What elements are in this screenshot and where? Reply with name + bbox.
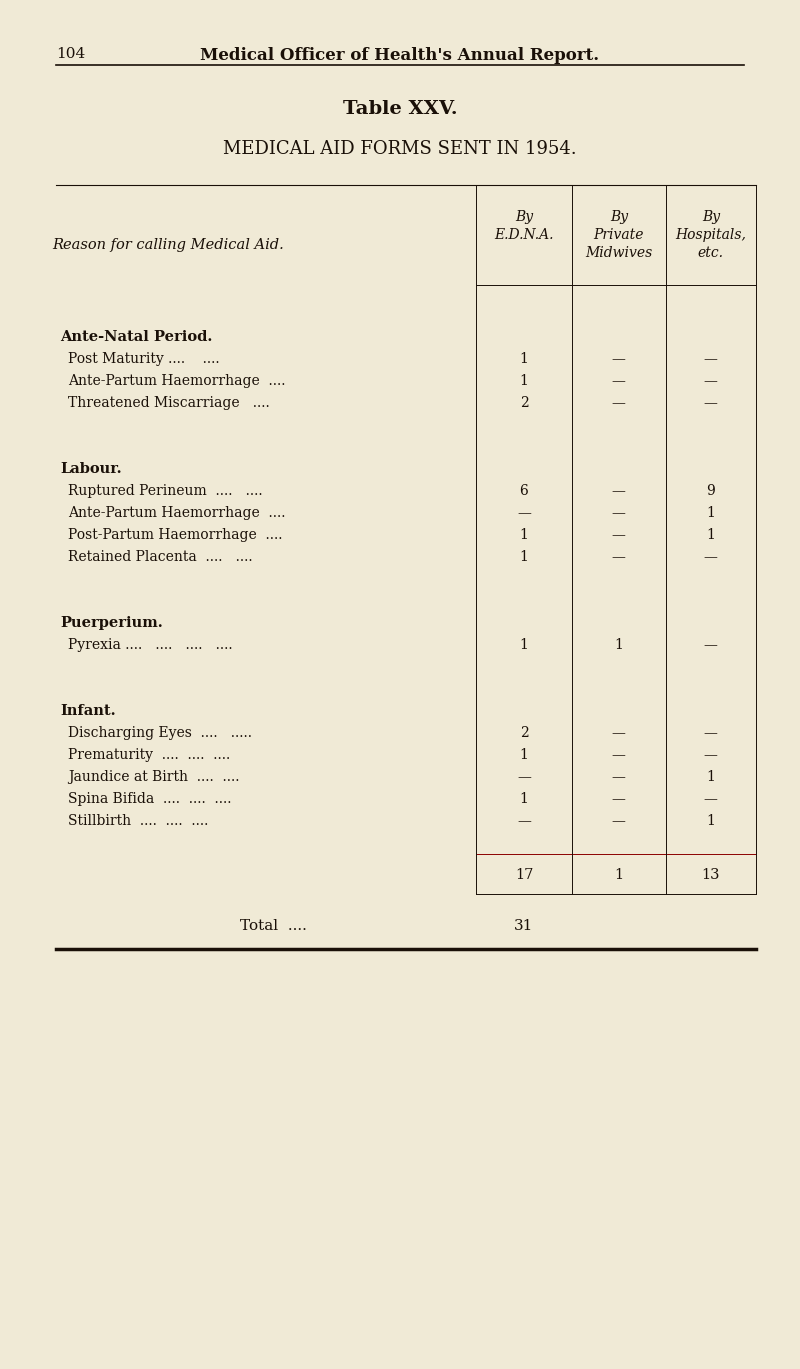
- Text: 1: 1: [519, 793, 529, 806]
- Text: —: —: [517, 507, 531, 520]
- Text: Discharging Eyes  ....   .....: Discharging Eyes .... .....: [68, 726, 252, 741]
- Text: —: —: [704, 374, 718, 387]
- Text: 2: 2: [520, 726, 528, 741]
- Text: 1: 1: [519, 638, 529, 652]
- Text: MEDICAL AID FORMS SENT IN 1954.: MEDICAL AID FORMS SENT IN 1954.: [223, 140, 577, 157]
- Text: —: —: [612, 352, 626, 366]
- Text: Hospitals,: Hospitals,: [675, 229, 746, 242]
- Text: Pyrexia ....   ....   ....   ....: Pyrexia .... .... .... ....: [68, 638, 233, 652]
- Text: Ruptured Perineum  ....   ....: Ruptured Perineum .... ....: [68, 485, 262, 498]
- Text: Ante-Natal Period.: Ante-Natal Period.: [60, 330, 212, 344]
- Text: 1: 1: [706, 769, 715, 784]
- Text: —: —: [704, 747, 718, 763]
- Text: —: —: [517, 815, 531, 828]
- Text: 1: 1: [614, 868, 623, 882]
- Text: Jaundice at Birth  ....  ....: Jaundice at Birth .... ....: [68, 769, 239, 784]
- Text: E.D.N.A.: E.D.N.A.: [494, 229, 554, 242]
- Text: —: —: [612, 396, 626, 409]
- Text: —: —: [612, 485, 626, 498]
- Text: 17: 17: [515, 868, 533, 882]
- Text: —: —: [612, 528, 626, 542]
- Text: Spina Bifida  ....  ....  ....: Spina Bifida .... .... ....: [68, 793, 231, 806]
- Text: Table XXV.: Table XXV.: [342, 100, 458, 118]
- Text: —: —: [704, 396, 718, 409]
- Text: Post-Partum Haemorrhage  ....: Post-Partum Haemorrhage ....: [68, 528, 282, 542]
- Text: —: —: [704, 726, 718, 741]
- Text: Private: Private: [594, 229, 644, 242]
- Text: Puerperium.: Puerperium.: [60, 616, 162, 630]
- Text: —: —: [612, 769, 626, 784]
- Text: 1: 1: [706, 507, 715, 520]
- Text: 1: 1: [519, 747, 529, 763]
- Text: —: —: [612, 793, 626, 806]
- Text: Retained Placenta  ....   ....: Retained Placenta .... ....: [68, 550, 253, 564]
- Text: Medical Officer of Health's Annual Report.: Medical Officer of Health's Annual Repor…: [201, 47, 599, 64]
- Text: By: By: [515, 209, 533, 225]
- Text: 6: 6: [520, 485, 528, 498]
- Text: —: —: [612, 550, 626, 564]
- Text: Post Maturity ....    ....: Post Maturity .... ....: [68, 352, 220, 366]
- Text: 1: 1: [519, 550, 529, 564]
- Text: Reason for calling Medical Aid.: Reason for calling Medical Aid.: [52, 238, 284, 252]
- Text: 31: 31: [514, 919, 534, 934]
- Text: Ante-Partum Haemorrhage  ....: Ante-Partum Haemorrhage ....: [68, 507, 286, 520]
- Text: By: By: [702, 209, 720, 225]
- Text: —: —: [704, 638, 718, 652]
- Text: 9: 9: [706, 485, 715, 498]
- Text: —: —: [612, 507, 626, 520]
- Text: 104: 104: [56, 47, 86, 62]
- Text: —: —: [612, 747, 626, 763]
- Text: —: —: [612, 374, 626, 387]
- Text: 13: 13: [702, 868, 720, 882]
- Text: Total  ....: Total ....: [240, 919, 307, 934]
- Text: 1: 1: [614, 638, 623, 652]
- Text: Labour.: Labour.: [60, 461, 122, 476]
- Text: etc.: etc.: [698, 246, 724, 260]
- Text: Stillbirth  ....  ....  ....: Stillbirth .... .... ....: [68, 815, 208, 828]
- Text: Prematurity  ....  ....  ....: Prematurity .... .... ....: [68, 747, 230, 763]
- Text: 1: 1: [706, 528, 715, 542]
- Text: Ante-Partum Haemorrhage  ....: Ante-Partum Haemorrhage ....: [68, 374, 286, 387]
- Text: Threatened Miscarriage   ....: Threatened Miscarriage ....: [68, 396, 270, 409]
- Text: 1: 1: [519, 528, 529, 542]
- Text: —: —: [517, 769, 531, 784]
- Text: Infant.: Infant.: [60, 704, 116, 717]
- Text: —: —: [612, 726, 626, 741]
- Text: —: —: [612, 815, 626, 828]
- Text: 1: 1: [519, 374, 529, 387]
- Text: 1: 1: [519, 352, 529, 366]
- Text: 1: 1: [706, 815, 715, 828]
- Text: —: —: [704, 793, 718, 806]
- Text: —: —: [704, 352, 718, 366]
- Text: Midwives: Midwives: [585, 246, 653, 260]
- Text: 2: 2: [520, 396, 528, 409]
- Text: —: —: [704, 550, 718, 564]
- Text: By: By: [610, 209, 628, 225]
